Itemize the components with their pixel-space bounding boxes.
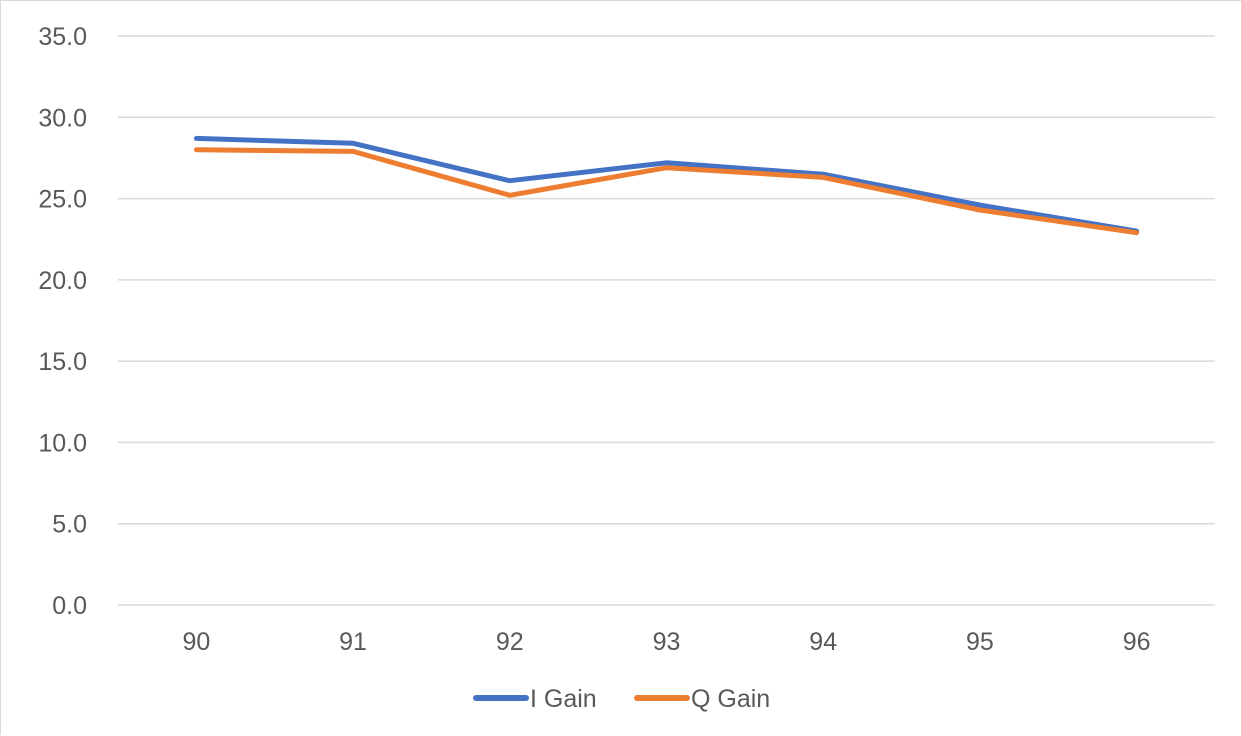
series-line-i-gain xyxy=(193,135,1140,234)
y-tick-label: 10.0 xyxy=(38,429,87,457)
x-tick-label: 96 xyxy=(1123,628,1151,656)
y-tick-label: 20.0 xyxy=(38,267,87,295)
y-tick-label: 30.0 xyxy=(38,104,87,132)
series-lines xyxy=(193,135,1140,236)
legend-label: I Gain xyxy=(530,685,597,713)
y-tick-label: 5.0 xyxy=(52,511,87,539)
gridlines xyxy=(118,35,1215,606)
x-tick-label: 93 xyxy=(653,628,681,656)
series-line-q-gain xyxy=(193,147,1140,236)
x-tick-label: 94 xyxy=(809,628,837,656)
x-tick-label: 95 xyxy=(966,628,994,656)
legend: I Gain Q Gain xyxy=(473,685,770,713)
y-tick-label: 0.0 xyxy=(52,592,87,620)
y-tick-label: 35.0 xyxy=(38,23,87,51)
y-axis-ticks: 0.0 5.0 10.0 15.0 20.0 25.0 30.0 35.0 xyxy=(38,23,87,620)
x-tick-label: 91 xyxy=(339,628,367,656)
y-tick-label: 25.0 xyxy=(38,186,87,214)
y-tick-label: 15.0 xyxy=(38,348,87,376)
x-tick-label: 90 xyxy=(182,628,210,656)
x-tick-label: 92 xyxy=(496,628,524,656)
legend-label: Q Gain xyxy=(691,685,770,713)
x-axis-ticks: 90 91 92 93 94 95 96 xyxy=(182,628,1150,656)
